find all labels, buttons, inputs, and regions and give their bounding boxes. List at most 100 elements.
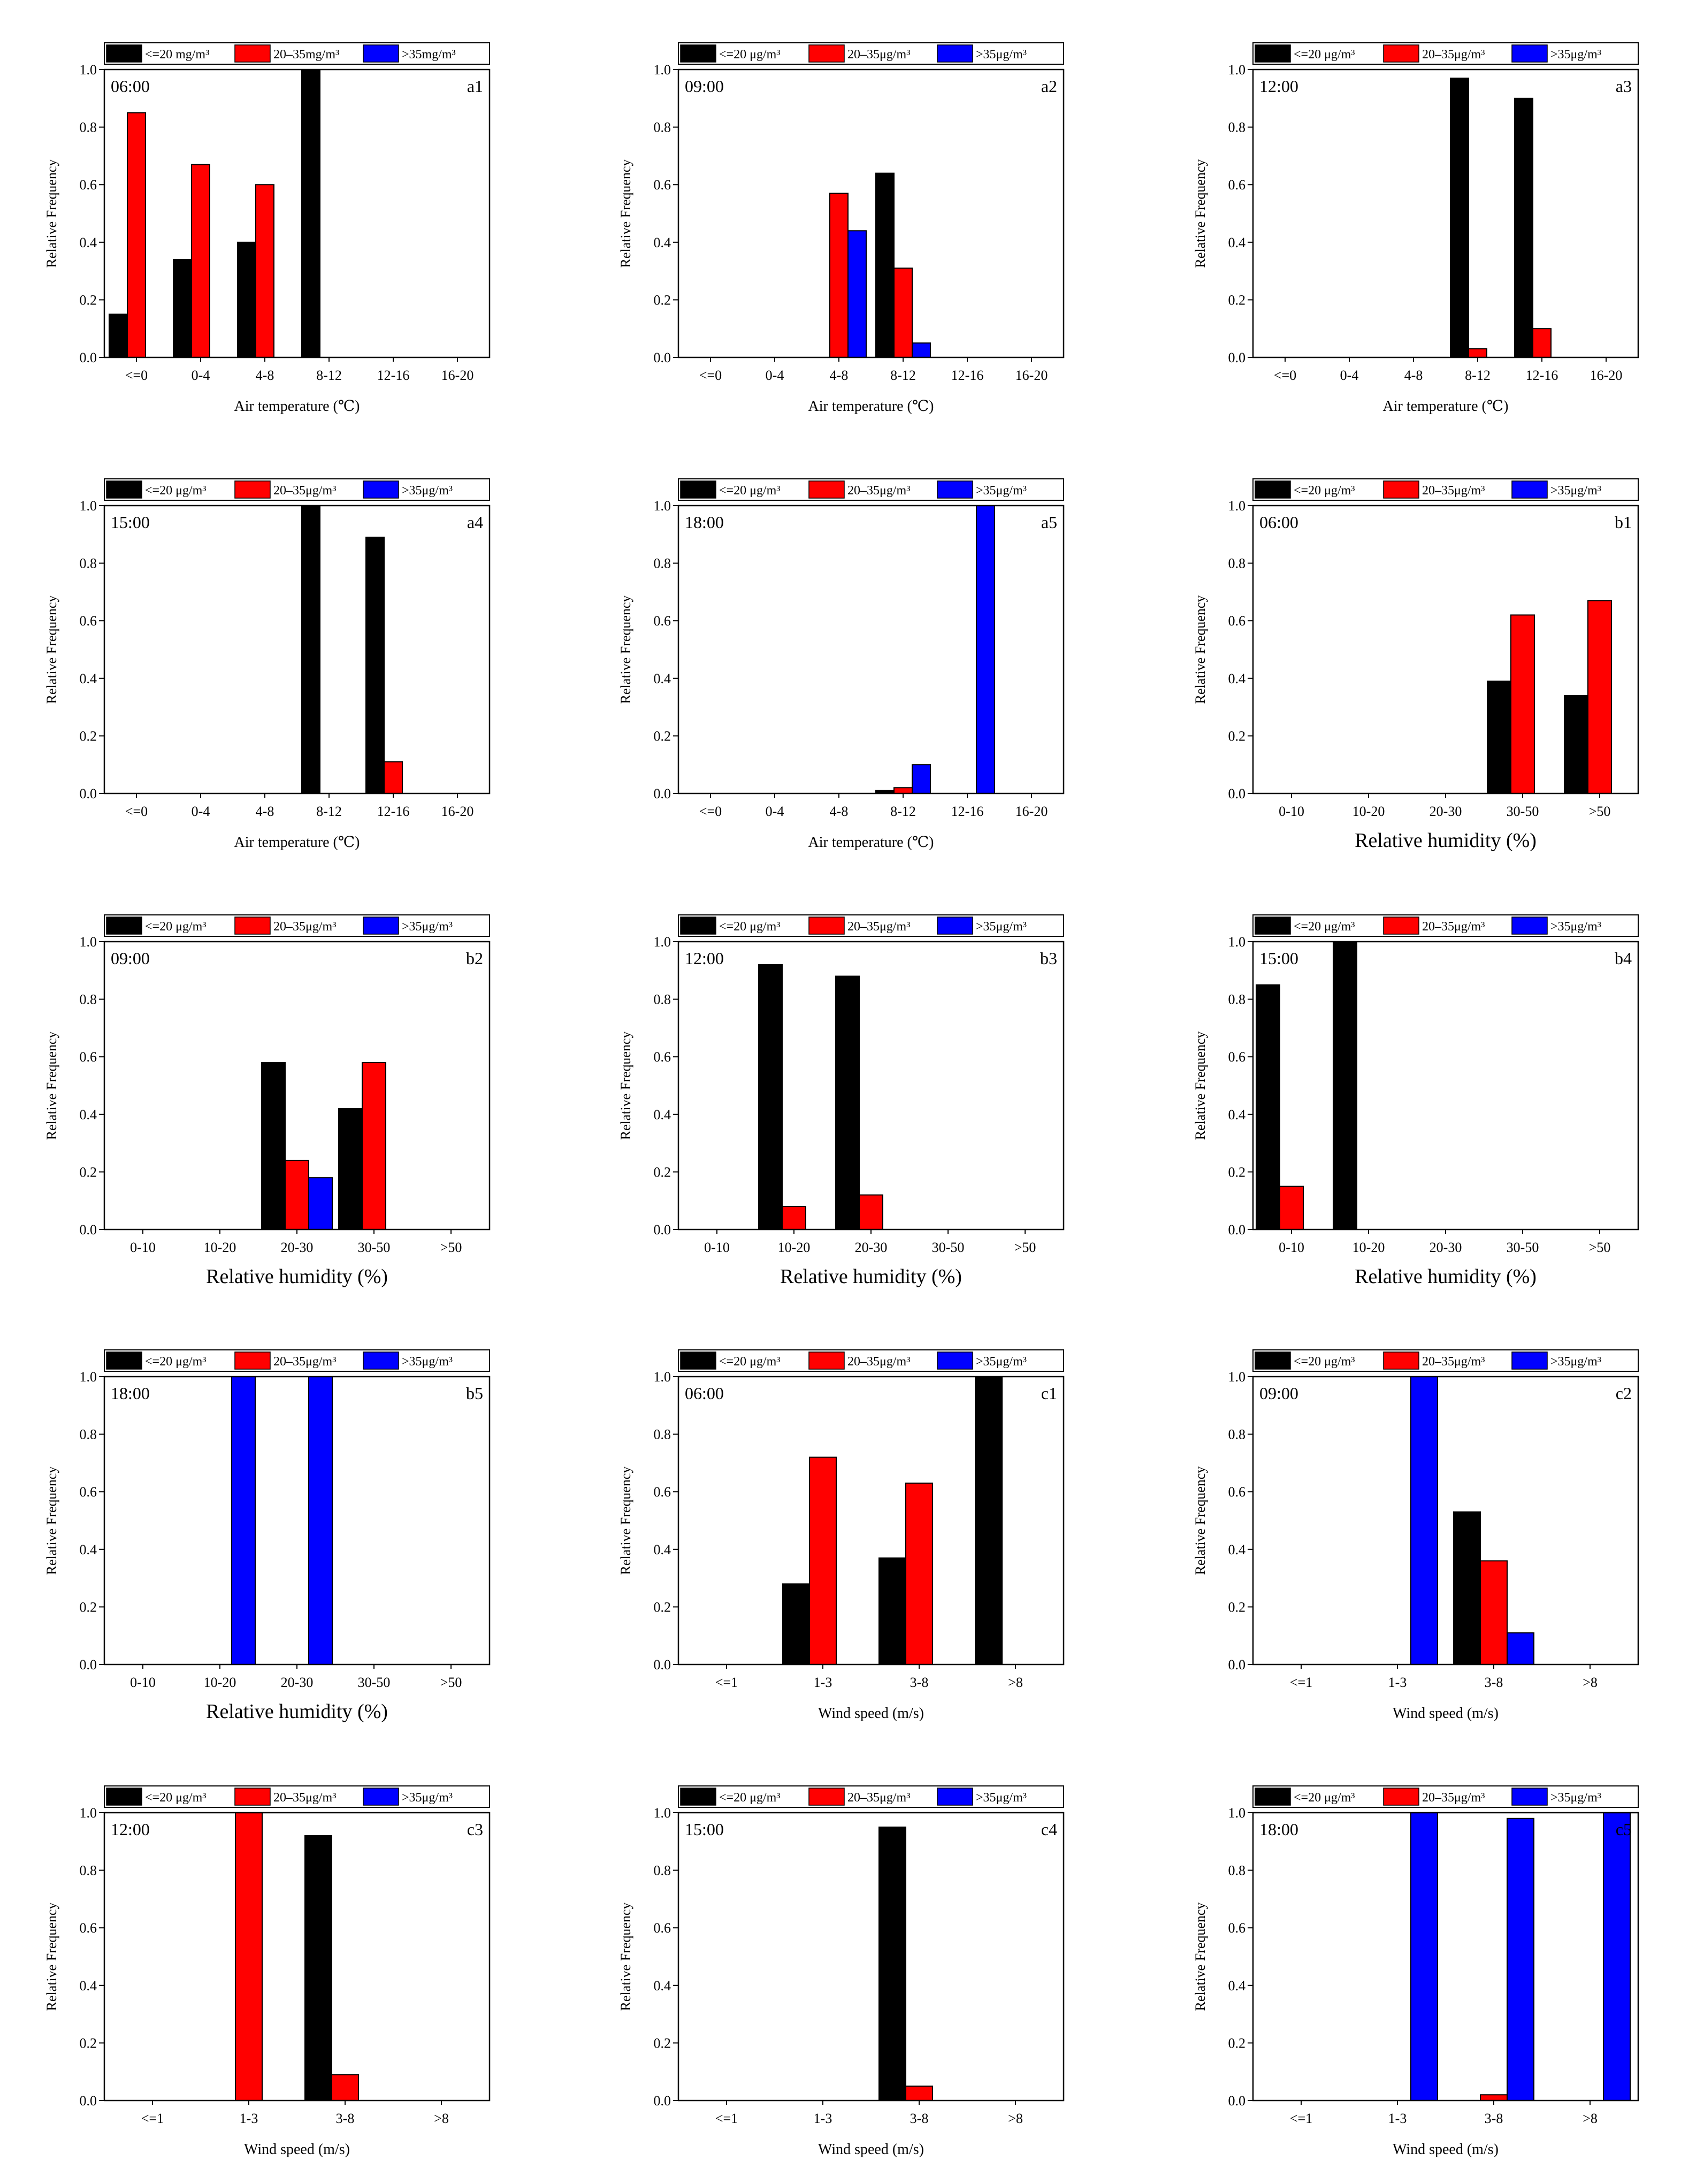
- y-tick-label: 0.8: [654, 992, 671, 1007]
- chart-panel-a2: <=0 0-4 4-8 8-12 12-16 16-20 0.0 0.2 0.4 0.6 0.8 1.…: [618, 42, 1065, 415]
- x-tick-label: 10-20: [778, 1240, 811, 1255]
- x-tick-label: 16-20: [1015, 804, 1048, 819]
- x-tick-label: 1-3: [814, 1675, 832, 1690]
- legend-label: 20–35μg/m³: [847, 920, 910, 934]
- legend-swatch-low: [1255, 917, 1291, 935]
- bar-b2-20-35-30-50: [362, 1062, 386, 1230]
- legend-swatch-low: [106, 917, 142, 935]
- y-tick-label: 1.0: [654, 498, 671, 514]
- y-tick-label: 0.0: [654, 350, 671, 365]
- plot-frame: [677, 505, 1065, 795]
- x-tick-label: 4-8: [256, 368, 274, 383]
- legend-swatch-low: [106, 480, 142, 499]
- bar-b1-<=20-30-50: [1487, 681, 1511, 795]
- chart-panel-b5: 0-10 10-20 20-30 30-50 >50 0.0 0.2 0.4 0.6 0.8 1.0…: [44, 1349, 491, 1723]
- x-tick-label: 8-12: [316, 804, 342, 819]
- legend-label: 20–35μg/m³: [1422, 1791, 1485, 1805]
- bar-a2->35-8-12: [912, 342, 931, 358]
- legend-swatch-high: [1511, 44, 1548, 63]
- bar-b3-<=20-20-30: [835, 975, 860, 1231]
- legend-box: [104, 1785, 490, 1808]
- y-tick-label: 0.0: [1228, 350, 1246, 365]
- legend-label: <=20 μg/m³: [1294, 920, 1355, 934]
- y-tick-label: 1.0: [80, 62, 97, 78]
- legend-swatch-low: [680, 917, 716, 935]
- legend-label: <=20 μg/m³: [1294, 1355, 1355, 1369]
- x-axis-label: Relative humidity (%): [206, 1700, 388, 1723]
- bar-a3-20-35-12-16: [1532, 328, 1552, 358]
- panel-id: c5: [1616, 1820, 1632, 1839]
- legend-swatch-high: [363, 44, 399, 63]
- legend-swatch-mid: [808, 917, 845, 935]
- panel-time: 06:00: [685, 1384, 724, 1403]
- y-axis-label: Relative Frequency: [618, 1032, 633, 1140]
- y-tick-label: 0.2: [654, 728, 671, 744]
- legend-swatch-mid: [808, 1351, 845, 1370]
- legend-swatch-mid: [1383, 480, 1419, 499]
- legend-box: [678, 1349, 1064, 1372]
- legend-label: 20–35μg/m³: [273, 920, 336, 934]
- legend-label: >35μg/m³: [1550, 1355, 1601, 1369]
- x-tick-label: >8: [1008, 1675, 1023, 1690]
- legend-label: >35μg/m³: [1550, 484, 1601, 498]
- legend-swatch-high: [363, 1788, 399, 1806]
- y-tick-label: 0.6: [80, 177, 97, 193]
- x-tick-label: 20-30: [281, 1675, 314, 1690]
- x-axis-label: Air temperature (℃): [808, 834, 934, 851]
- bar-c5-20-35-3-8: [1480, 2094, 1508, 2101]
- y-tick-label: 0.8: [80, 1427, 97, 1442]
- x-axis-label: Relative humidity (%): [206, 1265, 388, 1288]
- y-tick-label: 1.0: [1228, 1369, 1246, 1385]
- x-axis-label: Air temperature (℃): [234, 398, 360, 415]
- y-axis-label: Relative Frequency: [44, 1032, 59, 1140]
- y-tick-label: 0.8: [80, 120, 97, 135]
- x-tick-label: 10-20: [1353, 804, 1385, 819]
- x-tick-label: 10-20: [204, 1675, 236, 1690]
- bar-c5->35-1-3: [1410, 1812, 1438, 2101]
- chart-panel-b1: 0-10 10-20 20-30 30-50 >50 0.0 0.2 0.4 0.6 0.8 1.0…: [1193, 478, 1639, 852]
- bar-a1-<=20-0-4: [173, 259, 192, 358]
- x-axis-label: Relative humidity (%): [780, 1265, 962, 1288]
- panel-id: a5: [1041, 513, 1057, 532]
- y-axis-label: Relative Frequency: [618, 1467, 633, 1575]
- y-tick-label: 0.2: [1228, 1164, 1246, 1180]
- panel-id: a4: [467, 513, 483, 532]
- bar-b3-20-35-20-30: [859, 1194, 883, 1230]
- y-tick-label: 0.6: [80, 1484, 97, 1500]
- bar-a4-<=20-12-16: [365, 537, 385, 794]
- bar-c3-20-35-1-3: [235, 1812, 263, 2101]
- y-tick-label: 0.6: [80, 1049, 97, 1065]
- x-tick-label: 10-20: [204, 1240, 236, 1255]
- bar-a1-20-35-0-4: [191, 164, 210, 358]
- bar-b4-20-35-0-10: [1279, 1186, 1304, 1231]
- x-tick-label: 0-10: [1279, 1240, 1304, 1255]
- chart-panel-a1: <=0 0-4 4-8 8-12 12-16 16-20 0.0 0.2 0.4 0.6 0.8 1.…: [44, 42, 491, 415]
- x-axis-label: Wind speed (m/s): [818, 2141, 924, 2158]
- bar-a3-20-35-8-12: [1468, 348, 1487, 358]
- y-axis-label: Relative Frequency: [618, 595, 633, 704]
- legend-label: <=20 μg/m³: [719, 920, 780, 934]
- y-tick-label: 0.0: [654, 1222, 671, 1238]
- x-tick-label: >8: [434, 2111, 449, 2126]
- y-tick-label: 0.2: [80, 728, 97, 744]
- panel-id: b3: [1040, 949, 1057, 968]
- x-tick-label: 0-10: [130, 1240, 156, 1255]
- legend-label: >35μg/m³: [402, 1791, 453, 1805]
- x-tick-label: 4-8: [830, 804, 849, 819]
- x-tick-label: <=1: [141, 2111, 164, 2126]
- y-tick-label: 0.0: [80, 1222, 97, 1238]
- x-axis-label: Air temperature (℃): [234, 834, 360, 851]
- panel-time: 12:00: [111, 1820, 150, 1839]
- legend-swatch-high: [1511, 1351, 1548, 1370]
- bar-a2-<=20-8-12: [875, 172, 895, 358]
- legend-label: <=20 μg/m³: [145, 920, 206, 934]
- x-tick-label: 8-12: [1465, 368, 1491, 383]
- y-tick-label: 0.6: [654, 177, 671, 193]
- legend-label: 20–35μg/m³: [847, 48, 910, 62]
- chart-panel-c5: <=1 1-3 3-8 >8 0.0 0.2 0.4 0.6 0.8 1.0 Relative Fr…: [1193, 1785, 1639, 2158]
- legend-swatch-high: [937, 917, 973, 935]
- bar-b2->35-20-30: [308, 1177, 333, 1230]
- bar-c1-<=20-1-3: [782, 1583, 810, 1666]
- chart-panel-a5: <=0 0-4 4-8 8-12 12-16 16-20 0.0 0.2 0.4 0.6 0.8 1.…: [618, 478, 1065, 851]
